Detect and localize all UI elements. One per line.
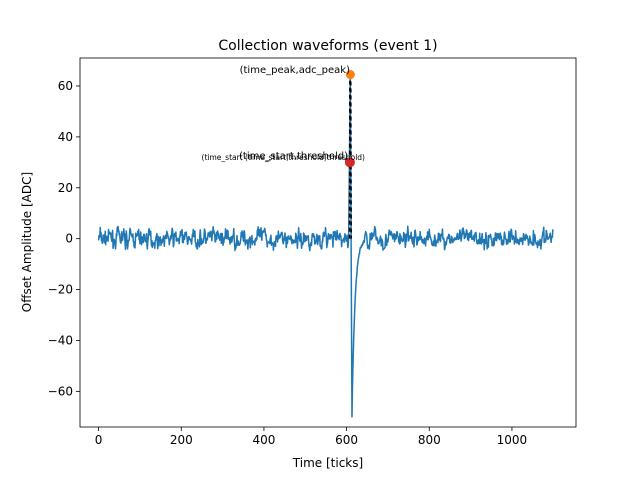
y-tick-label: −20 xyxy=(48,283,73,297)
x-tick-label: 200 xyxy=(170,433,193,447)
x-tick-label: 600 xyxy=(335,433,358,447)
y-axis-ticks: −60 −40 −20 0 20 40 60 xyxy=(48,79,80,398)
x-tick-label: 400 xyxy=(252,433,275,447)
y-tick-label: 20 xyxy=(58,181,73,195)
x-axis-label: Time [ticks] xyxy=(292,456,363,470)
chart-title: Collection waveforms (event 1) xyxy=(218,38,437,54)
y-tick-label: −60 xyxy=(48,384,73,398)
x-tick-label: 800 xyxy=(418,433,441,447)
annotation-start: (time_start,threshold) xyxy=(239,151,348,162)
annotation-peak: (time_peak,adc_peak) xyxy=(240,65,350,76)
y-tick-label: −40 xyxy=(48,333,73,347)
x-axis-ticks: 0 200 400 600 800 1000 xyxy=(95,427,527,447)
y-axis-label: Offset Amplitude [ADC] xyxy=(20,172,34,312)
y-tick-label: 0 xyxy=(65,232,73,246)
x-tick-label: 1000 xyxy=(497,433,528,447)
y-tick-label: 40 xyxy=(58,130,73,144)
x-tick-label: 0 xyxy=(95,433,103,447)
y-tick-label: 60 xyxy=(58,79,73,93)
